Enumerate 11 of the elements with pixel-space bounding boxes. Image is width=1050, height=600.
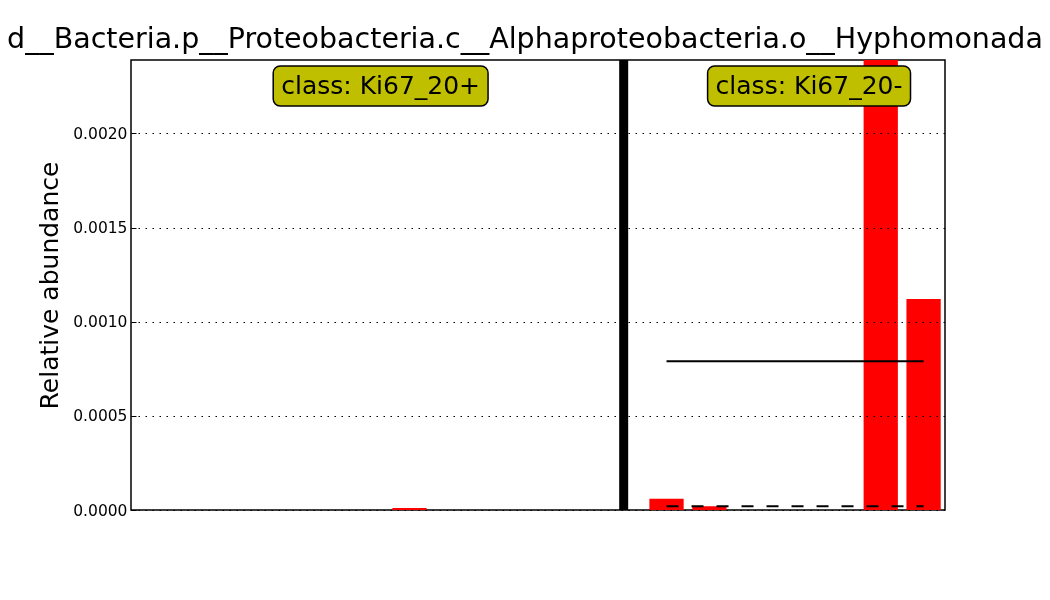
annotation: class: Ki67_20+ xyxy=(281,71,481,100)
annotation: class: Ki67_20- xyxy=(715,71,903,100)
y-axis-title: Relative abundance xyxy=(35,161,65,410)
y-tick-label: 0.0020 xyxy=(73,124,128,143)
bar xyxy=(649,498,684,510)
chart-title: d__Bacteria.p__Proteobacteria.c__Alphaproteobacteria.o__Hyphomonada xyxy=(6,22,1044,55)
y-tick-label: 0.0005 xyxy=(73,407,128,426)
y-tick-label: 0.0010 xyxy=(73,313,128,332)
bar xyxy=(906,299,941,510)
y-tick-label: 0.0000 xyxy=(73,501,128,520)
y-tick-label: 0.0015 xyxy=(73,219,128,238)
